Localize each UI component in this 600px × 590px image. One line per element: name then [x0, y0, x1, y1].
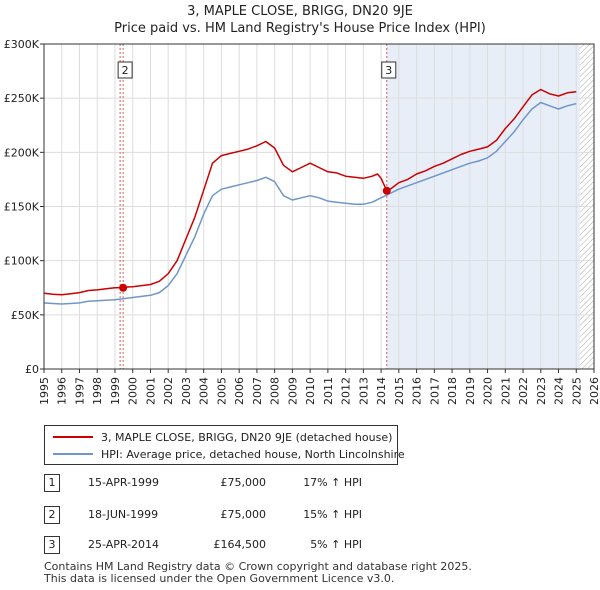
x-tick-label: 2019: [464, 377, 477, 405]
footer-license: This data is licensed under the Open Gov…: [44, 572, 395, 585]
chart-title: 3, MAPLE CLOSE, BRIGG, DN20 9JE Price pa…: [0, 3, 600, 37]
x-tick-label: 2011: [322, 377, 335, 405]
x-tick-label: 2018: [446, 377, 459, 405]
sale-marker: [119, 283, 128, 292]
footer-copyright: Contains HM Land Registry data © Crown c…: [44, 560, 472, 573]
y-tick-label: £50K: [11, 309, 40, 322]
x-tick-label: 1996: [56, 377, 69, 405]
x-tick-label: 2015: [393, 377, 406, 405]
y-tick-label: £150K: [4, 201, 40, 214]
x-tick-label: 2003: [180, 377, 193, 405]
x-tick-label: 2017: [428, 377, 441, 405]
x-tick-label: 2024: [553, 377, 566, 405]
transaction-number: 1: [44, 474, 60, 492]
y-tick-label: £0: [25, 363, 39, 376]
price-chart: 1995 1996 1997 1998 1999 2000 2001 2002 2003 2004…: [4, 38, 600, 405]
property-address: 3, MAPLE CLOSE, BRIGG, DN20 9JE: [187, 4, 413, 19]
x-tick-label: 2007: [251, 377, 264, 405]
transaction-number: 2: [44, 506, 60, 524]
legend-item-hpi: HPI: Average price, detached house, Nort…: [53, 446, 405, 462]
sale-marker: [382, 186, 391, 195]
plot-frame: [43, 43, 595, 370]
sale-label-number: 3: [385, 64, 392, 77]
transaction-hpi-delta: 15% ↑ HPI: [303, 508, 362, 521]
x-tick-label: 2006: [233, 377, 246, 405]
sale-label-box: [381, 61, 397, 79]
x-tick-label: 2022: [517, 377, 530, 405]
x-tick-label: 2023: [535, 377, 548, 405]
transaction-date: 18-JUN-1999: [88, 508, 159, 521]
legend-item-property: 3, MAPLE CLOSE, BRIGG, DN20 9JE (detache…: [53, 429, 392, 445]
sale-label-box: [117, 61, 133, 79]
transaction-hpi-delta: 17% ↑ HPI: [303, 476, 362, 489]
x-tick-label: 2010: [304, 377, 317, 405]
x-tick-label: 2020: [482, 377, 495, 405]
x-tick-label: 2004: [198, 377, 211, 405]
x-tick-label: 2012: [340, 377, 353, 405]
hpi-line: [43, 101, 577, 305]
y-tick-label: £100K: [4, 255, 40, 268]
footer-attribution: Contains HM Land Registry data © Crown c…: [44, 561, 472, 585]
chart-legend: 3, MAPLE CLOSE, BRIGG, DN20 9JE (detache…: [44, 425, 405, 465]
transaction-price: £75,000: [220, 508, 267, 521]
sale-label-number: 2: [122, 64, 129, 77]
legend-label-property: 3, MAPLE CLOSE, BRIGG, DN20 9JE (detache…: [101, 430, 393, 444]
x-tick-label: 2014: [375, 377, 388, 405]
y-tick-label: £200K: [4, 146, 40, 159]
property-price-line: [43, 88, 577, 296]
x-tick-label: 2013: [357, 377, 370, 405]
transaction-number: 3: [44, 536, 60, 554]
x-tick-label: 1999: [109, 377, 122, 405]
x-tick-label: 1998: [91, 377, 104, 405]
transaction-price: £164,500: [213, 538, 267, 551]
transaction-hpi-delta: 5% ↑ HPI: [310, 538, 362, 551]
y-tick-label: £300K: [4, 38, 40, 51]
x-tick-label: 2009: [286, 377, 299, 405]
transaction-date: 15-APR-1999: [88, 476, 160, 489]
x-tick-label: 2021: [499, 377, 512, 405]
legend-label-hpi: HPI: Average price, detached house, Nort…: [101, 447, 405, 461]
transaction-price: £75,000: [220, 476, 267, 489]
transaction-date: 25-APR-2014: [88, 538, 160, 551]
legend-swatch-hpi: [53, 453, 93, 455]
y-tick-label: £250K: [4, 92, 40, 105]
x-tick-label: 2000: [127, 377, 140, 405]
x-tick-label: 2016: [411, 377, 424, 405]
x-tick-label: 2026: [588, 377, 600, 405]
chart-subtitle: Price paid vs. HM Land Registry's House …: [114, 21, 486, 36]
x-tick-label: 2008: [269, 377, 282, 405]
x-tick-label: 2025: [570, 377, 583, 405]
x-tick-label: 2002: [162, 377, 175, 405]
x-tick-label: 2005: [215, 377, 228, 405]
x-tick-label: 2001: [144, 377, 157, 405]
x-tick-label: 1995: [38, 377, 51, 405]
legend-swatch-property: [53, 436, 93, 438]
x-tick-label: 1997: [73, 377, 86, 405]
